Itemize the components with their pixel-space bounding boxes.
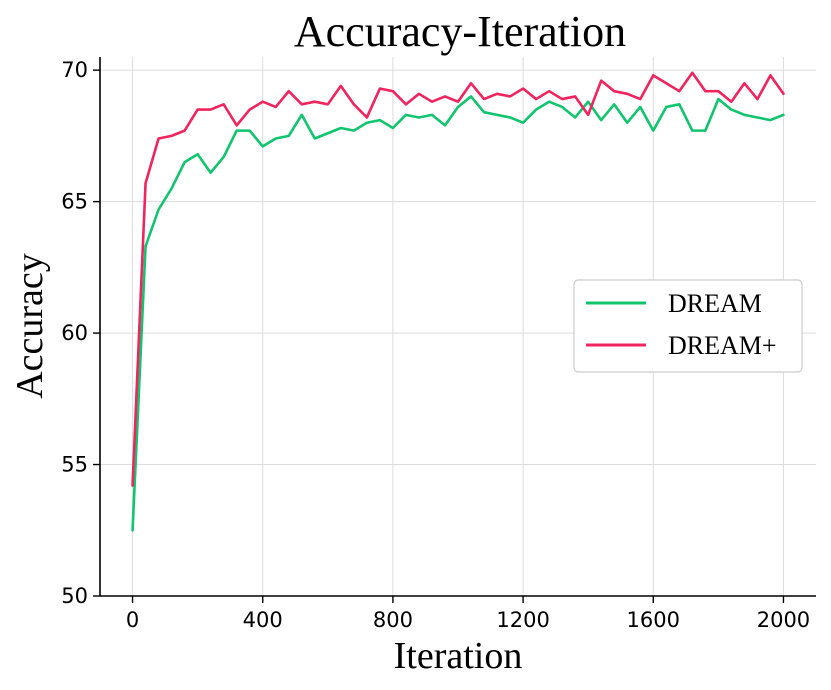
series-layer xyxy=(131,71,785,532)
y-axis-label: Accuracy xyxy=(9,253,51,399)
legend-label-dream: DREAM xyxy=(668,289,762,318)
y-tick-label: 70 xyxy=(61,58,88,82)
y-axis-ticks: 50 55 60 65 70 xyxy=(61,58,100,608)
series-line-dream-plus xyxy=(131,71,785,487)
x-tick-label: 400 xyxy=(243,608,283,632)
x-axis-label: Iteration xyxy=(394,635,523,677)
y-tick-label: 50 xyxy=(61,584,88,608)
x-tick-label: 1200 xyxy=(496,608,549,632)
x-tick-label: 2000 xyxy=(757,608,810,632)
y-tick-label: 60 xyxy=(61,321,88,345)
legend-label-dream-plus: DREAM+ xyxy=(668,331,777,360)
x-tick-label: 800 xyxy=(373,608,413,632)
x-tick-label: 1600 xyxy=(627,608,680,632)
series-line-dream xyxy=(131,95,785,532)
legend: DREAM DREAM+ xyxy=(573,279,803,373)
y-tick-label: 65 xyxy=(61,190,88,214)
chart-title: Accuracy-Iteration xyxy=(294,7,626,56)
x-tick-label: 0 xyxy=(126,608,139,632)
y-tick-label: 55 xyxy=(61,453,88,477)
x-axis-ticks: 0 400 800 1200 1600 2000 xyxy=(126,596,810,632)
